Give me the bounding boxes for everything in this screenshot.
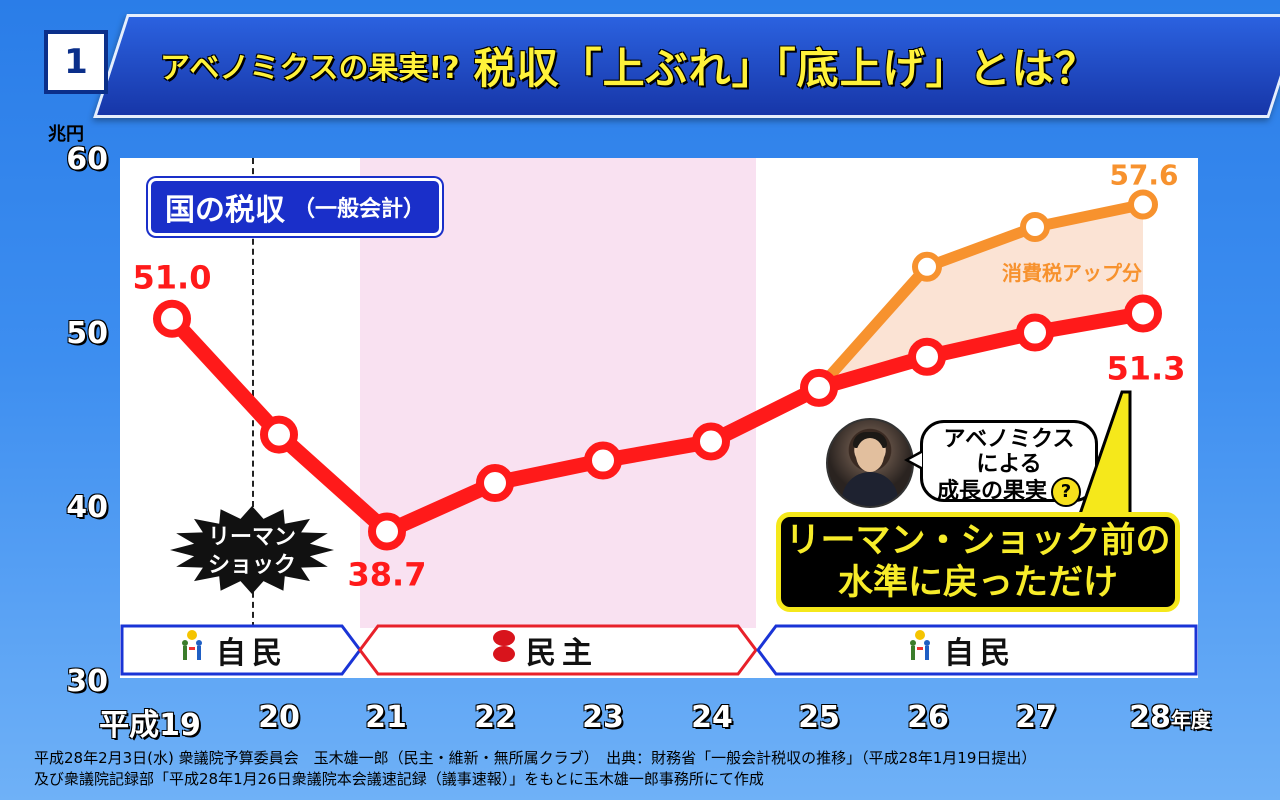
y-tick-50: 50 [66, 316, 108, 351]
red-point-22 [476, 464, 514, 503]
party-name-ldp-2: 自民 [944, 636, 1016, 671]
x-tick-20: 20 [258, 700, 300, 735]
red-point-20 [260, 415, 298, 454]
x-tick-24: 24 [691, 700, 733, 735]
speech-line-2: による [976, 452, 1042, 477]
party-label-dpj: 民主 [490, 624, 598, 676]
x-tick-28: 28年度 [1129, 700, 1211, 735]
title-part2: 税収「上ぶれ」「底上げ」とは？ [473, 43, 1098, 93]
speech-line-3: 成長の果実? [923, 477, 1095, 507]
y-tick-40: 40 [66, 490, 108, 525]
y-axis-unit: 兆円 [48, 124, 84, 145]
lehman-burst-shape [170, 506, 334, 594]
party-name-ldp-1: 自民 [216, 636, 288, 671]
dpj-logo-icon [490, 629, 518, 671]
page-title: アベノミクスの果実!? 税収「上ぶれ」「底上げ」とは？ [160, 30, 1260, 100]
speaker-photo [826, 418, 914, 508]
red-point-23 [584, 441, 622, 480]
dpj-period-band [360, 158, 756, 628]
x-tick-19: 平成19 [99, 708, 201, 743]
question-mark-icon: ? [1051, 477, 1081, 507]
x-tick-21: 21 [365, 700, 407, 735]
data-label-51-3: 51.3 [1107, 350, 1186, 388]
series-title-main: 国の税収 [165, 193, 285, 228]
series-title-sub: （一般会計） [293, 197, 426, 222]
red-series-line [164, 306, 1151, 539]
party-name-dpj: 民主 [526, 636, 598, 671]
speech-bubble: アベノミクス による 成長の果実? [920, 420, 1098, 507]
x-tick-27: 27 [1015, 700, 1057, 735]
data-label-51-0: 51.0 [133, 259, 212, 297]
consumption-tax-label: 消費税アップ分 [1002, 261, 1142, 285]
lehman-label-line-1: リーマン [208, 525, 296, 550]
y-tick-30: 30 [66, 664, 108, 699]
x-tick-25: 25 [798, 700, 840, 735]
orange-point-28 [1128, 189, 1158, 220]
red-point-25 [800, 368, 838, 407]
party-label-ldp-2: 自民 [904, 624, 1016, 676]
x-tick-26: 26 [907, 700, 949, 735]
source-footer: 平成28年2月3日(水) 衆議院予算委員会 玉木雄一郎（民主・維新・無所属クラブ… [34, 748, 1264, 790]
party-arrow-dpj [358, 624, 758, 676]
red-point-21 [368, 512, 406, 551]
footer-line-1: 平成28年2月3日(水) 衆議院予算委員会 玉木雄一郎（民主・維新・無所属クラブ… [34, 749, 1037, 767]
party-label-ldp-1: 自民 [176, 624, 288, 676]
data-label-38-7: 38.7 [348, 555, 427, 593]
callout-pointer [1077, 390, 1132, 516]
red-point-19 [153, 299, 191, 338]
slide-number: 1 [44, 30, 108, 94]
orange-point-26 [912, 251, 942, 282]
lehman-label-line-2: ショック [208, 553, 296, 578]
ldp-logo-icon [176, 629, 208, 671]
photo-suit [842, 472, 898, 506]
y-tick-60: 60 [66, 142, 108, 177]
callout-line-1: リーマン・ショック前の [785, 521, 1171, 561]
x-tick-23: 23 [582, 700, 624, 735]
title-part1: アベノミクスの果実!? [160, 51, 460, 86]
red-point-26 [908, 337, 946, 376]
speech-tail-inner [909, 453, 922, 467]
speech-line-1: アベノミクス [943, 427, 1075, 452]
photo-face [856, 438, 884, 472]
party-band [120, 624, 1198, 676]
callout-line-2: 水準に戻っただけ [837, 563, 1118, 603]
conclusion-callout: リーマン・ショック前の 水準に戻っただけ [776, 512, 1180, 612]
series-title: 国の税収 （一般会計） [148, 178, 443, 236]
footer-line-2: 及び衆議院記録部「平成28年1月26日衆議院本会議速記録（議事速報）」をもとに玉… [34, 770, 764, 788]
party-arrow-ldp-1 [120, 624, 362, 676]
consumption-tax-area [819, 204, 1143, 388]
red-point-28 [1124, 294, 1162, 333]
speech-line-3-text: 成長の果実 [936, 479, 1047, 504]
orange-series-line [813, 199, 1149, 394]
x-axis-suffix: 年度 [1170, 708, 1211, 732]
red-point-24 [692, 422, 730, 461]
orange-point-27 [1020, 212, 1050, 243]
x-tick-22: 22 [474, 700, 516, 735]
red-point-27 [1016, 313, 1054, 352]
x-tick-28-year: 28 [1129, 700, 1171, 735]
data-label-57-6: 57.6 [1109, 159, 1178, 192]
lehman-divider [252, 158, 254, 628]
ldp-logo-icon-2 [904, 629, 936, 671]
party-arrow-ldp-2 [756, 624, 1198, 676]
